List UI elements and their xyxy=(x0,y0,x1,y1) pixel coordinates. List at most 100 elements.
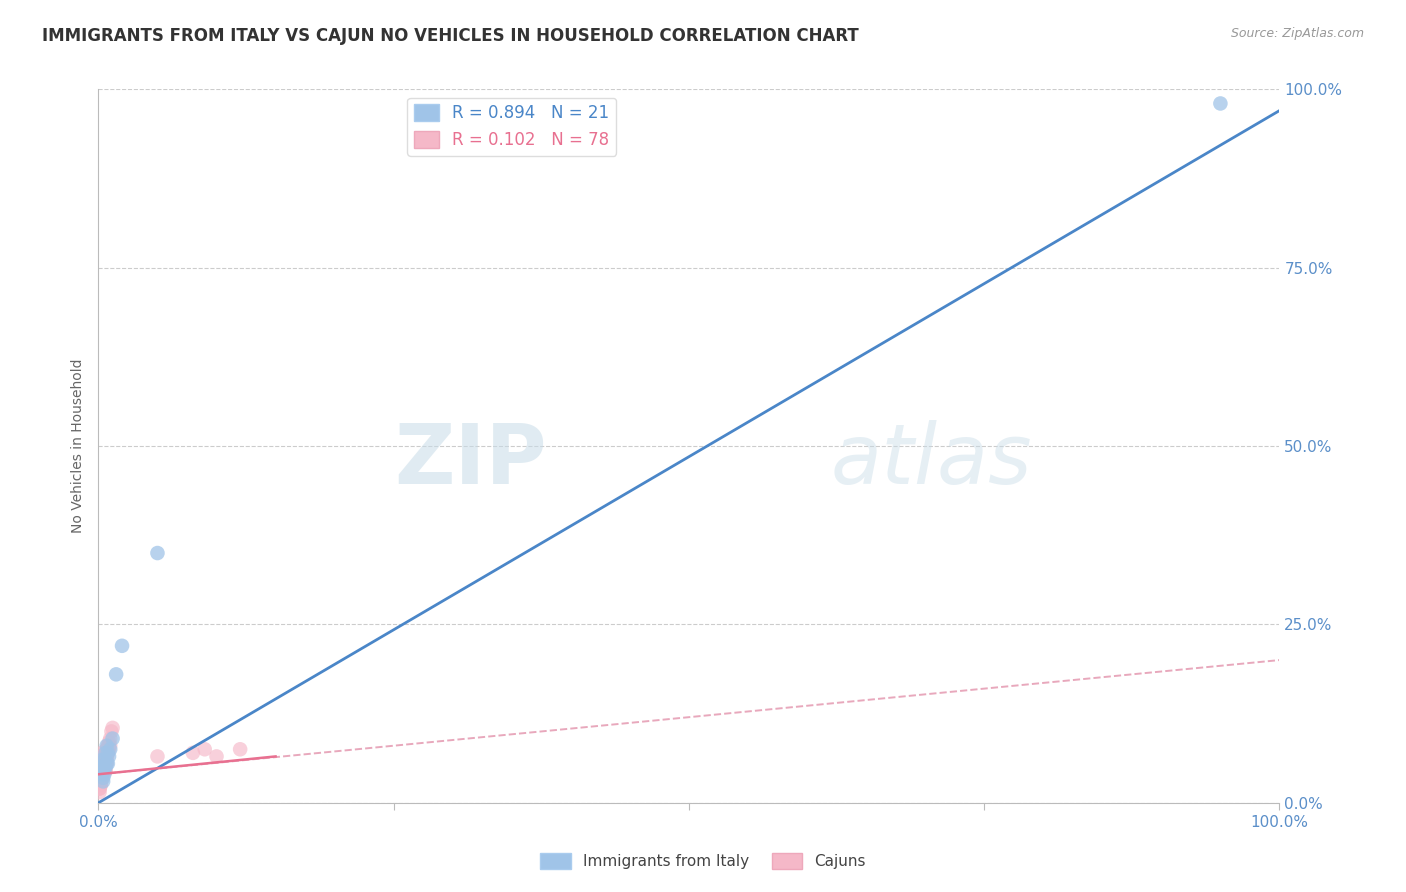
Text: atlas: atlas xyxy=(831,420,1032,500)
Point xyxy=(146,546,169,560)
Point xyxy=(93,749,115,764)
Point xyxy=(91,746,114,760)
Point xyxy=(94,760,117,774)
Point xyxy=(90,771,112,785)
Point xyxy=(93,767,115,781)
Point xyxy=(96,749,118,764)
Point xyxy=(90,760,112,774)
Point xyxy=(98,731,121,746)
Point xyxy=(91,767,114,781)
Point xyxy=(91,764,114,778)
Point xyxy=(90,767,112,781)
Point xyxy=(91,764,114,778)
Point xyxy=(91,756,114,771)
Point xyxy=(194,742,217,756)
Point xyxy=(96,739,118,753)
Point xyxy=(91,771,114,785)
Point xyxy=(105,667,128,681)
Point xyxy=(91,767,114,781)
Point xyxy=(91,756,114,771)
Point xyxy=(98,749,121,764)
Point xyxy=(98,735,121,749)
Point xyxy=(90,778,112,792)
Point xyxy=(94,756,117,771)
Point xyxy=(89,778,111,792)
Point xyxy=(91,756,114,771)
Point xyxy=(98,739,121,753)
Point xyxy=(94,749,117,764)
Point xyxy=(91,767,114,781)
Point xyxy=(89,785,111,799)
Point xyxy=(94,749,117,764)
Point xyxy=(93,760,115,774)
Point xyxy=(111,639,134,653)
Point xyxy=(96,742,118,756)
Point xyxy=(97,746,120,760)
Point xyxy=(94,756,117,771)
Point xyxy=(98,739,121,753)
Point xyxy=(94,749,117,764)
Point xyxy=(93,760,115,774)
Point xyxy=(91,749,114,764)
Point xyxy=(90,774,112,789)
Point xyxy=(93,760,115,774)
Text: ZIP: ZIP xyxy=(395,420,547,500)
Point xyxy=(93,756,115,771)
Point xyxy=(94,764,117,778)
Point xyxy=(205,749,228,764)
Point xyxy=(91,749,114,764)
Point xyxy=(96,746,118,760)
Point xyxy=(89,771,111,785)
Point xyxy=(91,764,114,778)
Point xyxy=(98,742,121,756)
Point xyxy=(93,753,115,767)
Point xyxy=(89,774,111,789)
Legend: R = 0.894   N = 21, R = 0.102   N = 78: R = 0.894 N = 21, R = 0.102 N = 78 xyxy=(408,97,616,155)
Point xyxy=(91,753,114,767)
Point xyxy=(93,756,115,771)
Point xyxy=(91,774,114,789)
Point xyxy=(96,756,118,771)
Point xyxy=(91,753,114,767)
Point xyxy=(93,764,115,778)
Point xyxy=(96,749,118,764)
Point xyxy=(97,739,120,753)
Point xyxy=(93,756,115,771)
Text: IMMIGRANTS FROM ITALY VS CAJUN NO VEHICLES IN HOUSEHOLD CORRELATION CHART: IMMIGRANTS FROM ITALY VS CAJUN NO VEHICL… xyxy=(42,27,859,45)
Point xyxy=(146,749,169,764)
Point xyxy=(97,742,120,756)
Point xyxy=(96,742,118,756)
Point xyxy=(101,731,124,746)
Point xyxy=(91,767,114,781)
Point xyxy=(96,746,118,760)
Point xyxy=(97,746,120,760)
Point xyxy=(90,760,112,774)
Point xyxy=(91,760,114,774)
Point xyxy=(90,767,112,781)
Point xyxy=(89,778,111,792)
Point xyxy=(98,742,121,756)
Point xyxy=(89,781,111,796)
Point xyxy=(93,753,115,767)
Point xyxy=(93,749,115,764)
Point xyxy=(94,749,117,764)
Point xyxy=(97,746,120,760)
Point xyxy=(91,760,114,774)
Point xyxy=(91,760,114,774)
Point xyxy=(101,721,124,735)
Point xyxy=(96,753,118,767)
Point xyxy=(93,756,115,771)
Point xyxy=(94,746,117,760)
Point xyxy=(96,756,118,771)
Point xyxy=(90,778,112,792)
Point xyxy=(1209,96,1232,111)
Point xyxy=(89,781,111,796)
Y-axis label: No Vehicles in Household: No Vehicles in Household xyxy=(72,359,86,533)
Point xyxy=(97,756,120,771)
Point xyxy=(94,756,117,771)
Point xyxy=(181,746,204,760)
Legend: Immigrants from Italy, Cajuns: Immigrants from Italy, Cajuns xyxy=(534,847,872,875)
Point xyxy=(94,764,117,778)
Point xyxy=(94,753,117,767)
Text: Source: ZipAtlas.com: Source: ZipAtlas.com xyxy=(1230,27,1364,40)
